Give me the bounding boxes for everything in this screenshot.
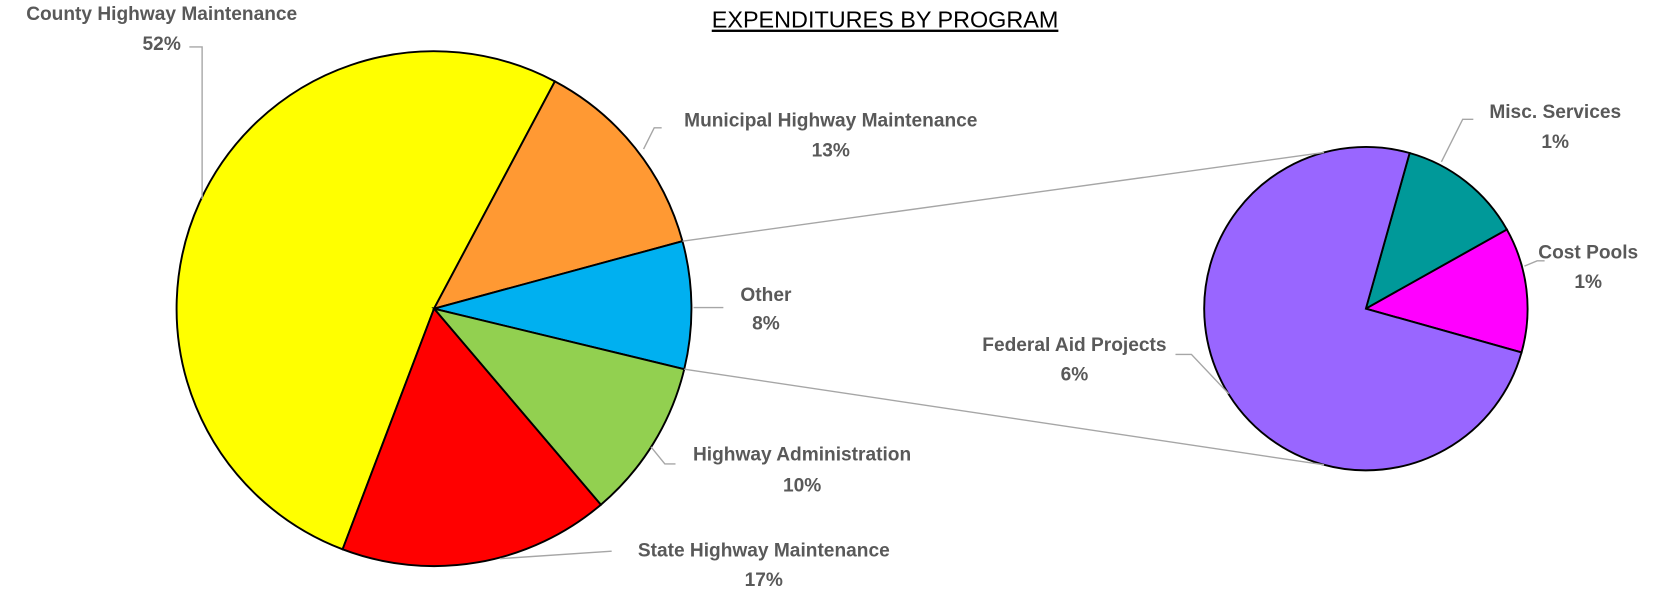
category-label: Cost Pools bbox=[1538, 242, 1638, 263]
leader-line bbox=[1440, 118, 1474, 163]
connector bbox=[684, 368, 1325, 466]
category-label: Misc. Services bbox=[1489, 102, 1621, 123]
pie-slice bbox=[1203, 146, 1523, 472]
category-label: Highway Administration bbox=[693, 445, 911, 466]
chart-title: EXPENDITURES BY PROGRAM bbox=[712, 7, 1059, 33]
value-label: 13% bbox=[812, 140, 850, 161]
value-label: 17% bbox=[745, 570, 783, 591]
pie-slice bbox=[1363, 228, 1529, 354]
pie-slice bbox=[1364, 151, 1509, 311]
pie-slice bbox=[341, 306, 603, 568]
value-label: 52% bbox=[143, 34, 181, 55]
category-label: County Highway Maintenance bbox=[26, 4, 297, 25]
leader-line bbox=[499, 550, 612, 560]
connector bbox=[682, 151, 1325, 242]
pie-slice bbox=[431, 307, 686, 507]
value-label: 1% bbox=[1541, 132, 1569, 153]
leader-line bbox=[189, 46, 203, 200]
category-label: Federal Aid Projects bbox=[982, 335, 1166, 356]
leader-line bbox=[650, 446, 676, 465]
leader-line bbox=[1524, 260, 1545, 267]
category-label: State Highway Maintenance bbox=[638, 540, 890, 561]
category-label: Municipal Highway Maintenance bbox=[684, 111, 977, 132]
value-label: 8% bbox=[752, 314, 780, 335]
pie-slice bbox=[432, 80, 684, 311]
value-label: 6% bbox=[1061, 365, 1089, 386]
leader-line bbox=[642, 127, 662, 150]
value-label: 1% bbox=[1574, 272, 1602, 293]
category-label: Other bbox=[740, 285, 792, 306]
pie-slice bbox=[175, 50, 557, 551]
leader-line bbox=[1175, 353, 1230, 395]
pie-slice bbox=[433, 239, 693, 371]
value-label: 10% bbox=[783, 475, 821, 496]
